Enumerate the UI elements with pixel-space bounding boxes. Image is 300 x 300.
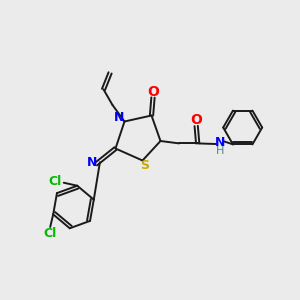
Text: Cl: Cl bbox=[44, 227, 57, 240]
Text: Cl: Cl bbox=[49, 175, 62, 188]
Text: O: O bbox=[190, 113, 202, 127]
Text: N: N bbox=[214, 136, 225, 149]
Text: N: N bbox=[114, 111, 124, 124]
Text: O: O bbox=[147, 85, 159, 98]
Text: H: H bbox=[215, 146, 224, 156]
Text: N: N bbox=[87, 156, 97, 170]
Text: S: S bbox=[140, 159, 149, 172]
